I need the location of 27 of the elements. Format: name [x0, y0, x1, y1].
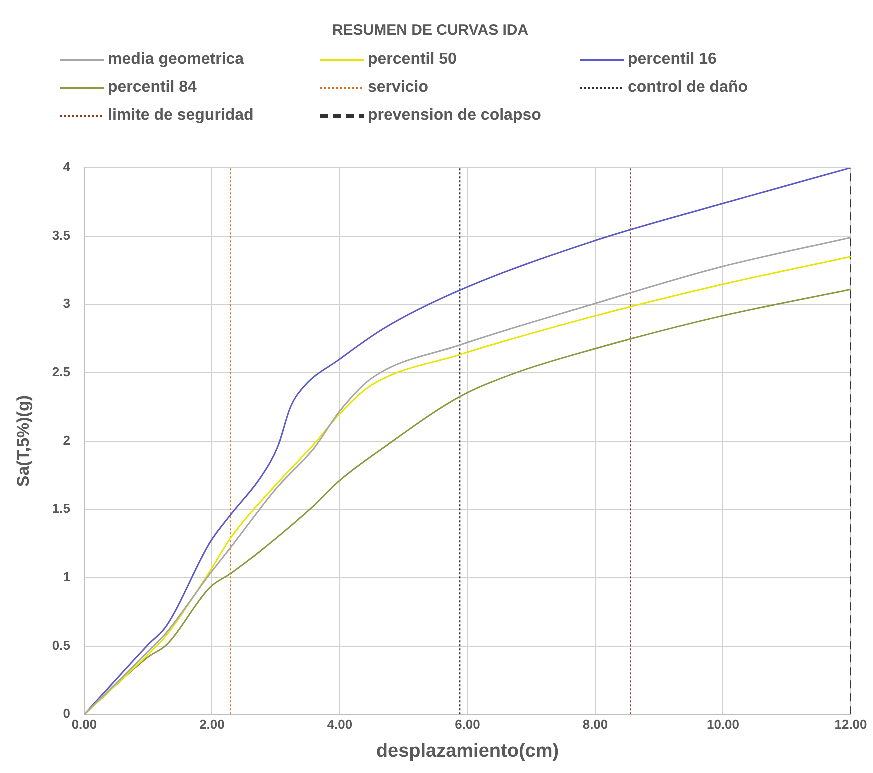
x-tick-label: 0.00 — [72, 716, 98, 732]
x-tick-label: 10.00 — [706, 716, 740, 732]
x-tick-label: 4.00 — [327, 716, 353, 732]
x-tick-label: 8.00 — [582, 716, 608, 732]
y-tick-label: 2 — [63, 432, 70, 448]
x-axis-title: desplazamiento(cm) — [376, 740, 560, 762]
y-tick-label: 3.5 — [52, 228, 70, 243]
x-tick-label: 12.00 — [834, 716, 868, 732]
x-tick-label: 6.00 — [455, 716, 480, 732]
y-tick-label: 0.5 — [52, 638, 70, 653]
y-tick-label: 3 — [63, 296, 70, 312]
y-tick-label: 1.5 — [52, 501, 70, 516]
legend-label: percentil 84 — [108, 79, 197, 97]
legend-label: limite de seguridad — [108, 107, 254, 125]
legend-label: control de daño — [628, 79, 748, 97]
legend-label: percentil 16 — [628, 51, 717, 69]
y-axis-title: Sa(T,5%)(g) — [14, 395, 33, 488]
y-tick-label: 0 — [63, 706, 70, 722]
y-tick-label: 2.5 — [52, 364, 70, 380]
y-tick-label: 4 — [63, 160, 72, 175]
legend-label: servicio — [368, 79, 428, 97]
y-tick-label: 1 — [63, 570, 70, 585]
legend-label: media geometrica — [108, 51, 244, 69]
chart-title: RESUMEN DE CURVAS IDA — [332, 22, 529, 40]
legend-label: percentil 50 — [368, 51, 457, 69]
legend-label: prevension de colapso — [368, 107, 542, 125]
x-tick-label: 2.00 — [200, 716, 225, 732]
